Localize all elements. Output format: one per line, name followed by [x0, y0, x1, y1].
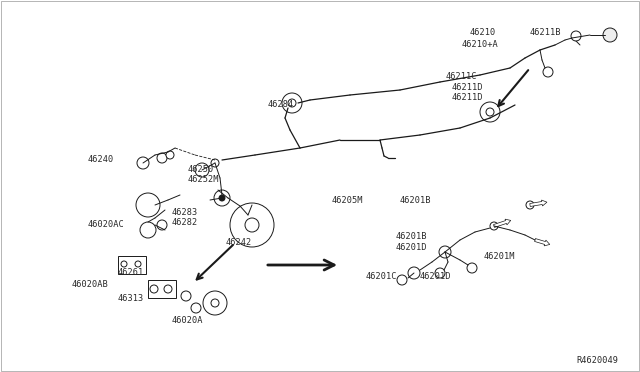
Bar [148, 280, 176, 298]
Circle shape [157, 153, 167, 163]
Circle shape [486, 108, 494, 116]
Text: 46210+A: 46210+A [462, 40, 499, 49]
Circle shape [439, 246, 451, 258]
Text: 46201B: 46201B [396, 232, 428, 241]
Text: 46250: 46250 [188, 165, 214, 174]
Circle shape [203, 291, 227, 315]
Text: 46242: 46242 [226, 238, 252, 247]
Circle shape [408, 267, 420, 279]
Circle shape [136, 193, 160, 217]
Text: 46313: 46313 [118, 294, 144, 303]
Circle shape [191, 303, 201, 313]
Text: 46211C: 46211C [446, 72, 477, 81]
Text: 46020AC: 46020AC [88, 220, 125, 229]
Circle shape [214, 190, 230, 206]
Text: 46201D: 46201D [396, 243, 428, 252]
Circle shape [526, 201, 534, 209]
Circle shape [211, 159, 219, 167]
Text: 46201M: 46201M [484, 252, 515, 261]
Text: 46283: 46283 [172, 208, 198, 217]
Circle shape [435, 268, 445, 278]
Text: 46252M: 46252M [188, 175, 220, 184]
Circle shape [166, 151, 174, 159]
Circle shape [181, 291, 191, 301]
FancyArrow shape [530, 200, 547, 206]
Circle shape [150, 285, 158, 293]
Text: 46210: 46210 [470, 28, 496, 37]
Circle shape [230, 203, 274, 247]
Text: 46211B: 46211B [530, 28, 561, 37]
Text: 46284: 46284 [268, 100, 294, 109]
Circle shape [164, 285, 172, 293]
Text: 46211D: 46211D [452, 83, 483, 92]
Circle shape [135, 261, 141, 267]
Text: 46261: 46261 [118, 268, 144, 277]
Circle shape [157, 220, 167, 230]
Text: R4620049: R4620049 [576, 356, 618, 365]
Circle shape [467, 263, 477, 273]
Circle shape [571, 31, 581, 41]
Circle shape [195, 163, 209, 177]
Circle shape [397, 275, 407, 285]
Circle shape [121, 261, 127, 267]
Text: 46240: 46240 [88, 155, 115, 164]
Text: 46282: 46282 [172, 218, 198, 227]
Circle shape [490, 222, 498, 230]
Text: 46201D: 46201D [420, 272, 451, 281]
Circle shape [137, 157, 149, 169]
FancyArrow shape [493, 219, 511, 227]
Circle shape [140, 222, 156, 238]
Bar [118, 256, 146, 274]
Circle shape [543, 67, 553, 77]
Circle shape [288, 99, 296, 107]
Text: 46205M: 46205M [332, 196, 364, 205]
Circle shape [282, 93, 302, 113]
Circle shape [603, 28, 617, 42]
Circle shape [211, 299, 219, 307]
Circle shape [245, 218, 259, 232]
Text: 46201C: 46201C [366, 272, 397, 281]
Circle shape [480, 102, 500, 122]
Text: 46211D: 46211D [452, 93, 483, 102]
Circle shape [219, 195, 225, 201]
Text: 46020AB: 46020AB [72, 280, 109, 289]
FancyArrow shape [534, 238, 550, 246]
Text: 46020A: 46020A [172, 316, 204, 325]
Text: 46201B: 46201B [400, 196, 431, 205]
